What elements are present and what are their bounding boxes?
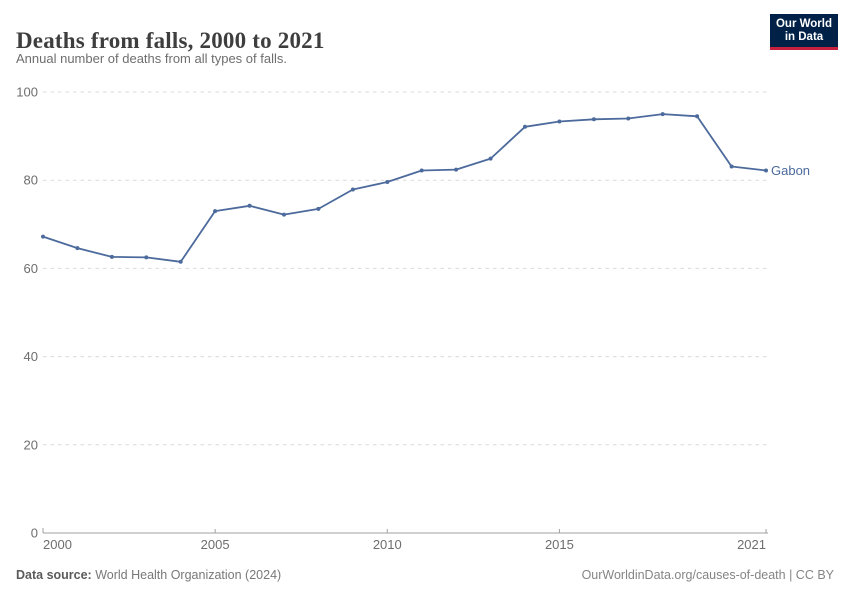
data-source-note: Data source: World Health Organization (…	[16, 568, 281, 582]
y-tick-label: 20	[24, 437, 38, 452]
data-point	[282, 212, 286, 217]
data-source-text: World Health Organization (2024)	[91, 568, 282, 582]
data-point	[591, 117, 596, 122]
owid-logo-line1: Our World	[775, 17, 832, 30]
data-point	[729, 164, 734, 169]
data-point	[213, 209, 218, 214]
page-title: Deaths from falls, 2000 to 2021	[16, 28, 325, 54]
data-point	[316, 206, 321, 211]
series-line	[42, 113, 767, 263]
footer-link[interactable]: OurWorldinData.org/causes-of-death | CC …	[581, 568, 834, 582]
data-point	[75, 246, 80, 251]
page-subtitle: Annual number of deaths from all types o…	[16, 51, 287, 66]
x-tick-label: 2005	[201, 537, 230, 552]
y-tick-label: 0	[31, 526, 38, 541]
y-tick-label: 40	[24, 349, 38, 364]
data-point	[454, 167, 459, 172]
data-point	[178, 259, 183, 264]
x-tick-label: 2010	[373, 537, 402, 552]
data-point	[695, 114, 700, 119]
data-point	[109, 254, 114, 259]
data-point	[660, 112, 665, 117]
series-label: Gabon	[771, 163, 810, 178]
owid-logo[interactable]: Our World in Data	[770, 14, 838, 50]
x-tick-label: 2021	[737, 537, 766, 552]
x-tick-label: 2000	[43, 537, 72, 552]
chart-footer: Data source: World Health Organization (…	[16, 568, 834, 582]
data-point	[247, 203, 252, 208]
owid-logo-line2: in Data	[784, 30, 824, 43]
data-point	[144, 255, 149, 260]
data-point	[523, 124, 527, 129]
data-point	[764, 168, 768, 173]
data-point	[385, 180, 390, 184]
data-point	[350, 187, 355, 192]
y-tick-label: 100	[16, 85, 38, 100]
data-source-label: Data source:	[16, 568, 92, 582]
data-point	[626, 116, 631, 121]
data-point	[41, 234, 45, 239]
y-tick-label: 60	[24, 261, 38, 276]
x-tick-label: 2015	[545, 537, 574, 552]
y-tick-label: 80	[24, 173, 38, 188]
data-point	[488, 156, 493, 161]
data-point	[419, 168, 424, 173]
data-point	[557, 119, 562, 124]
